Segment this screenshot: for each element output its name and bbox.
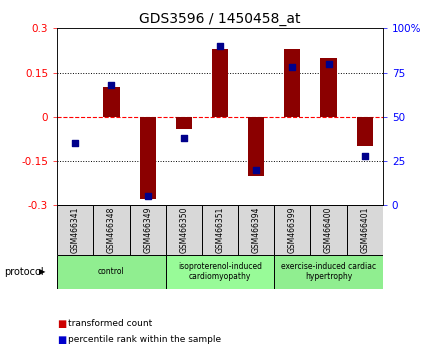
Bar [311,205,347,255]
Text: GSM466348: GSM466348 [107,207,116,253]
Text: GSM466349: GSM466349 [143,207,152,253]
Point [72,141,79,146]
Point [325,61,332,67]
Bar [284,49,301,117]
Bar [202,205,238,255]
Text: percentile rank within the sample: percentile rank within the sample [68,335,221,344]
Bar [320,58,337,117]
Point [361,153,368,159]
Bar [93,205,129,255]
Text: GSM466400: GSM466400 [324,207,333,253]
Text: GSM466350: GSM466350 [180,207,188,253]
Bar [356,117,373,146]
Bar [212,49,228,117]
Text: ▶: ▶ [39,267,45,276]
Point [289,64,296,70]
Point [253,167,260,173]
Bar [176,117,192,129]
Point [144,194,151,199]
Bar [274,255,383,289]
Bar [166,205,202,255]
Point [180,135,187,141]
Text: exercise-induced cardiac
hypertrophy: exercise-induced cardiac hypertrophy [281,262,376,281]
Text: GSM466401: GSM466401 [360,207,369,253]
Bar [57,255,166,289]
Bar [103,87,120,117]
Point [108,82,115,88]
Bar [129,205,166,255]
Text: GSM466341: GSM466341 [71,207,80,253]
Bar [248,117,264,176]
Point [216,43,224,49]
Bar [347,205,383,255]
Text: transformed count: transformed count [68,319,152,329]
Text: GSM466394: GSM466394 [252,207,260,253]
Bar [166,255,274,289]
Text: ■: ■ [57,335,66,345]
Bar [238,205,274,255]
Bar [139,117,156,199]
Text: control: control [98,267,125,276]
Text: ■: ■ [57,319,66,329]
Title: GDS3596 / 1450458_at: GDS3596 / 1450458_at [139,12,301,26]
Text: protocol: protocol [4,267,44,277]
Bar [57,205,93,255]
Bar [274,205,311,255]
Text: isoproterenol-induced
cardiomyopathy: isoproterenol-induced cardiomyopathy [178,262,262,281]
Text: GSM466351: GSM466351 [216,207,224,253]
Text: GSM466399: GSM466399 [288,207,297,253]
